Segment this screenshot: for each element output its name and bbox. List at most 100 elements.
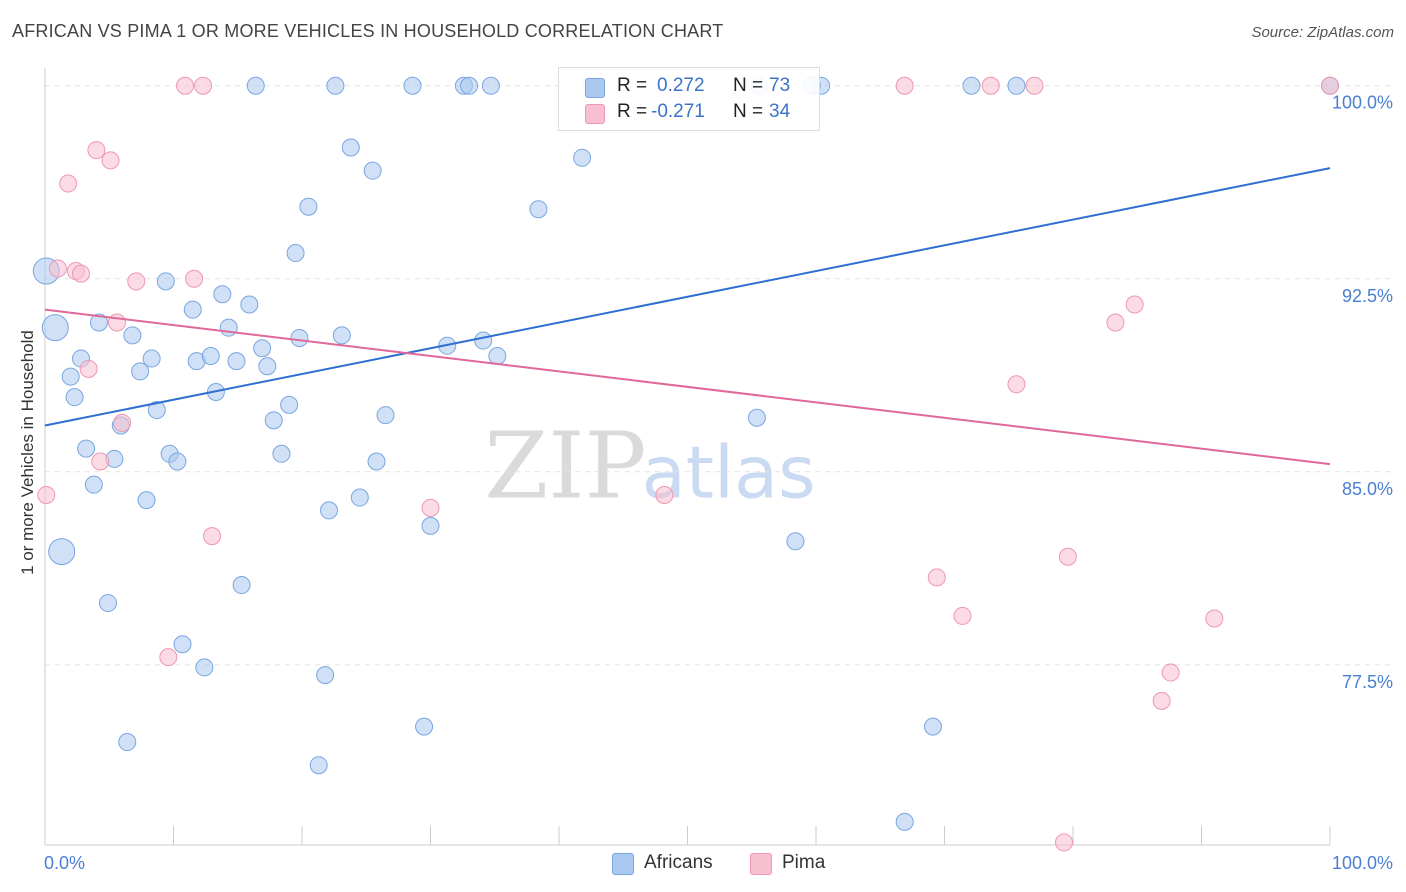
africans-point	[183, 300, 202, 319]
africans-point	[341, 138, 360, 157]
africans-point	[147, 401, 166, 420]
africans-point	[84, 475, 103, 494]
pima-point	[1161, 663, 1180, 682]
africans-legend-icon	[612, 853, 634, 875]
africans-point	[156, 272, 175, 291]
africans-point	[41, 314, 69, 342]
x-tick-label: 100.0%	[1332, 853, 1393, 873]
r-value: -0.271	[651, 101, 705, 122]
africans-point	[118, 733, 137, 752]
africans-point	[286, 244, 305, 263]
pima-point	[37, 485, 56, 504]
africans-point	[962, 76, 981, 95]
africans-point	[316, 666, 335, 685]
africans-point	[299, 197, 318, 216]
africans-point	[280, 395, 299, 414]
pima-point	[1055, 833, 1074, 852]
pima-point	[107, 313, 126, 332]
africans-point	[481, 76, 500, 95]
n-label: N =	[733, 75, 764, 96]
africans-point	[326, 76, 345, 95]
stats-legend: R = 0.272 N = 73 R = -0.271 N = 34	[558, 67, 820, 131]
pima-point	[953, 606, 972, 625]
n-value: 73	[769, 75, 791, 96]
pima-point	[91, 452, 110, 471]
pima-point	[79, 359, 98, 378]
africans-point	[529, 200, 548, 219]
africans-point	[272, 444, 291, 463]
africans-point	[213, 285, 232, 304]
africans-swatch-icon	[585, 78, 605, 98]
pima-point	[127, 272, 146, 291]
pima-point	[159, 648, 178, 667]
africans-point	[142, 349, 161, 368]
africans-point	[219, 318, 238, 337]
africans-point	[258, 357, 277, 376]
africans-point	[240, 295, 259, 314]
pima-legend-icon	[750, 853, 772, 875]
pima-point	[194, 76, 213, 95]
pima-point	[185, 269, 204, 288]
r-label: R =	[617, 75, 648, 96]
africans-point	[48, 538, 76, 566]
source-label: Source: ZipAtlas.com	[1251, 24, 1394, 41]
africans-trend-line	[44, 167, 1331, 427]
africans-point	[227, 352, 246, 371]
pima-point	[421, 498, 440, 517]
chart-title: AFRICAN VS PIMA 1 OR MORE VEHICLES IN HO…	[12, 21, 724, 41]
africans-point	[923, 717, 942, 736]
africans-point	[350, 488, 369, 507]
pima-point	[48, 259, 67, 278]
africans-point	[137, 491, 156, 510]
watermark-zip: ZIP	[484, 413, 646, 520]
x-tick-label: 0.0%	[44, 853, 85, 873]
pima-point	[1205, 609, 1224, 628]
africans-point	[98, 594, 117, 613]
africans-point	[573, 148, 592, 167]
y-tick-label: 77.5%	[1342, 672, 1393, 692]
pima-point	[927, 568, 946, 587]
africans-point	[195, 658, 214, 677]
y-tick-label: 100.0%	[1332, 93, 1393, 113]
pima-point	[59, 174, 78, 193]
africans-point	[201, 346, 220, 365]
africans-point	[367, 452, 386, 471]
pima-point	[895, 76, 914, 95]
pima-point	[113, 413, 132, 432]
africans-point	[168, 452, 187, 471]
africans-point	[77, 439, 96, 458]
pima-point	[981, 76, 1000, 95]
africans-point	[488, 346, 507, 365]
pima-point	[655, 485, 674, 504]
pima-point	[71, 264, 90, 283]
pima-point	[1152, 691, 1171, 710]
africans-point	[173, 635, 192, 654]
africans-point	[123, 326, 142, 345]
africans-point	[747, 408, 766, 427]
africans-point	[319, 501, 338, 520]
pima-point	[87, 141, 106, 160]
africans-point	[65, 388, 84, 407]
africans-point	[332, 326, 351, 345]
pima-point	[1007, 375, 1026, 394]
y-axis-label: 1 or more Vehicles in Household	[18, 330, 37, 575]
pima-point	[1321, 76, 1339, 95]
africans-point	[895, 812, 914, 831]
legend-label-pima: Pima	[782, 852, 826, 873]
africans-point	[786, 532, 805, 551]
africans-point	[421, 516, 440, 535]
africans-point	[290, 328, 309, 347]
africans-point	[363, 161, 382, 180]
africans-point	[89, 313, 108, 332]
africans-point	[232, 576, 251, 595]
africans-point	[403, 76, 422, 95]
pima-trend-line	[44, 308, 1331, 466]
pima-swatch-icon	[585, 104, 605, 124]
pima-point	[203, 527, 222, 546]
africans-point	[1007, 76, 1026, 95]
y-tick-label: 85.0%	[1342, 479, 1393, 499]
n-label: N =	[733, 101, 764, 122]
africans-point	[246, 76, 265, 95]
pima-point	[1058, 547, 1077, 566]
